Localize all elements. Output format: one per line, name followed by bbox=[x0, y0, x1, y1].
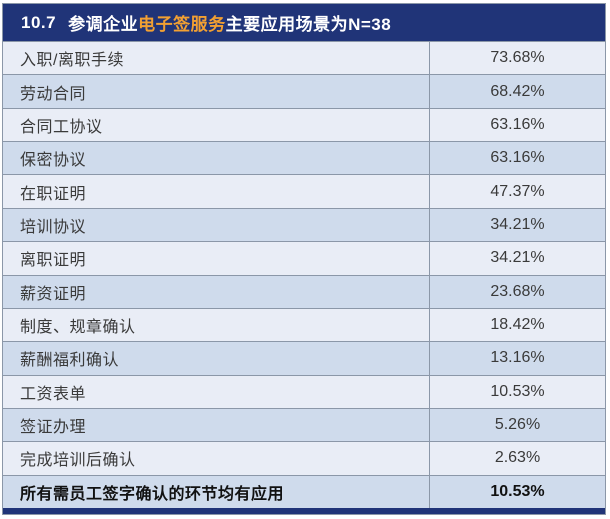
row-label: 薪酬福利确认 bbox=[20, 352, 120, 370]
table-title-bar: 10.7 参调企业电子签服务主要应用场景为N=38 bbox=[3, 4, 605, 41]
row-value: 63.16% bbox=[429, 142, 605, 175]
row-value: 73.68% bbox=[429, 42, 605, 75]
row-label: 在职证明 bbox=[20, 185, 87, 203]
table-row: 保密协议 63.16% bbox=[3, 141, 605, 175]
row-label: 劳动合同 bbox=[20, 85, 87, 103]
row-value: 10.53% bbox=[429, 475, 605, 509]
row-label: 入职/离职手续 bbox=[20, 52, 124, 70]
row-label: 制度、规章确认 bbox=[20, 319, 136, 337]
table-row: 薪酬福利确认 13.16% bbox=[3, 341, 605, 375]
row-value: 2.63% bbox=[429, 442, 605, 475]
table-row: 薪资证明 23.68% bbox=[3, 274, 605, 308]
row-value: 34.21% bbox=[429, 242, 605, 275]
row-label: 保密协议 bbox=[20, 152, 87, 170]
row-value: 47.37% bbox=[429, 175, 605, 208]
title-highlight: 电子签服务 bbox=[138, 15, 226, 34]
row-value: 63.16% bbox=[429, 108, 605, 142]
title-text: 参调企业电子签服务主要应用场景为N=38 bbox=[68, 10, 391, 35]
row-value: 68.42% bbox=[429, 75, 605, 108]
section-number: 10.7 bbox=[21, 12, 57, 32]
table-rows: 入职/离职手续 73.68% 劳动合同 68.42% 合同工协议 63.16% 保密协议 63… bbox=[3, 41, 605, 509]
row-label: 所有需员工签字确认的环节均有应用 bbox=[20, 485, 285, 503]
table-row: 培训协议 34.21% bbox=[3, 207, 605, 242]
row-value: 23.68% bbox=[429, 275, 605, 308]
table-row: 所有需员工签字确认的环节均有应用 10.53% bbox=[3, 474, 605, 509]
row-label: 培训协议 bbox=[20, 218, 87, 236]
application-scenarios-table: 10.7 参调企业电子签服务主要应用场景为N=38 入职/离职手续 73.68% 劳… bbox=[2, 3, 606, 515]
table-row: 签证办理 5.26% bbox=[3, 407, 605, 442]
table-row: 合同工协议 63.16% bbox=[3, 107, 605, 142]
table-row: 在职证明 47.37% bbox=[3, 174, 605, 208]
table-row: 劳动合同 68.42% bbox=[3, 74, 605, 108]
row-value: 5.26% bbox=[429, 408, 605, 442]
title-prefix: 参调企业 bbox=[68, 15, 139, 34]
row-label: 完成培训后确认 bbox=[20, 452, 136, 470]
row-label: 工资表单 bbox=[20, 385, 87, 403]
row-value: 34.21% bbox=[429, 208, 605, 242]
table-row: 离职证明 34.21% bbox=[3, 241, 605, 275]
table-row: 入职/离职手续 73.68% bbox=[3, 41, 605, 75]
row-value: 10.53% bbox=[429, 375, 605, 408]
table-row: 工资表单 10.53% bbox=[3, 374, 605, 408]
row-value: 13.16% bbox=[429, 342, 605, 375]
table-row: 制度、规章确认 18.42% bbox=[3, 307, 605, 342]
row-label: 签证办理 bbox=[20, 419, 87, 437]
row-label: 离职证明 bbox=[20, 252, 87, 270]
table-row: 完成培训后确认 2.63% bbox=[3, 441, 605, 475]
table-bottom-border bbox=[3, 508, 605, 514]
row-label: 合同工协议 bbox=[20, 118, 103, 136]
row-value: 18.42% bbox=[429, 308, 605, 342]
title-suffix: 主要应用场景为N=38 bbox=[225, 15, 392, 34]
row-label: 薪资证明 bbox=[20, 285, 87, 303]
